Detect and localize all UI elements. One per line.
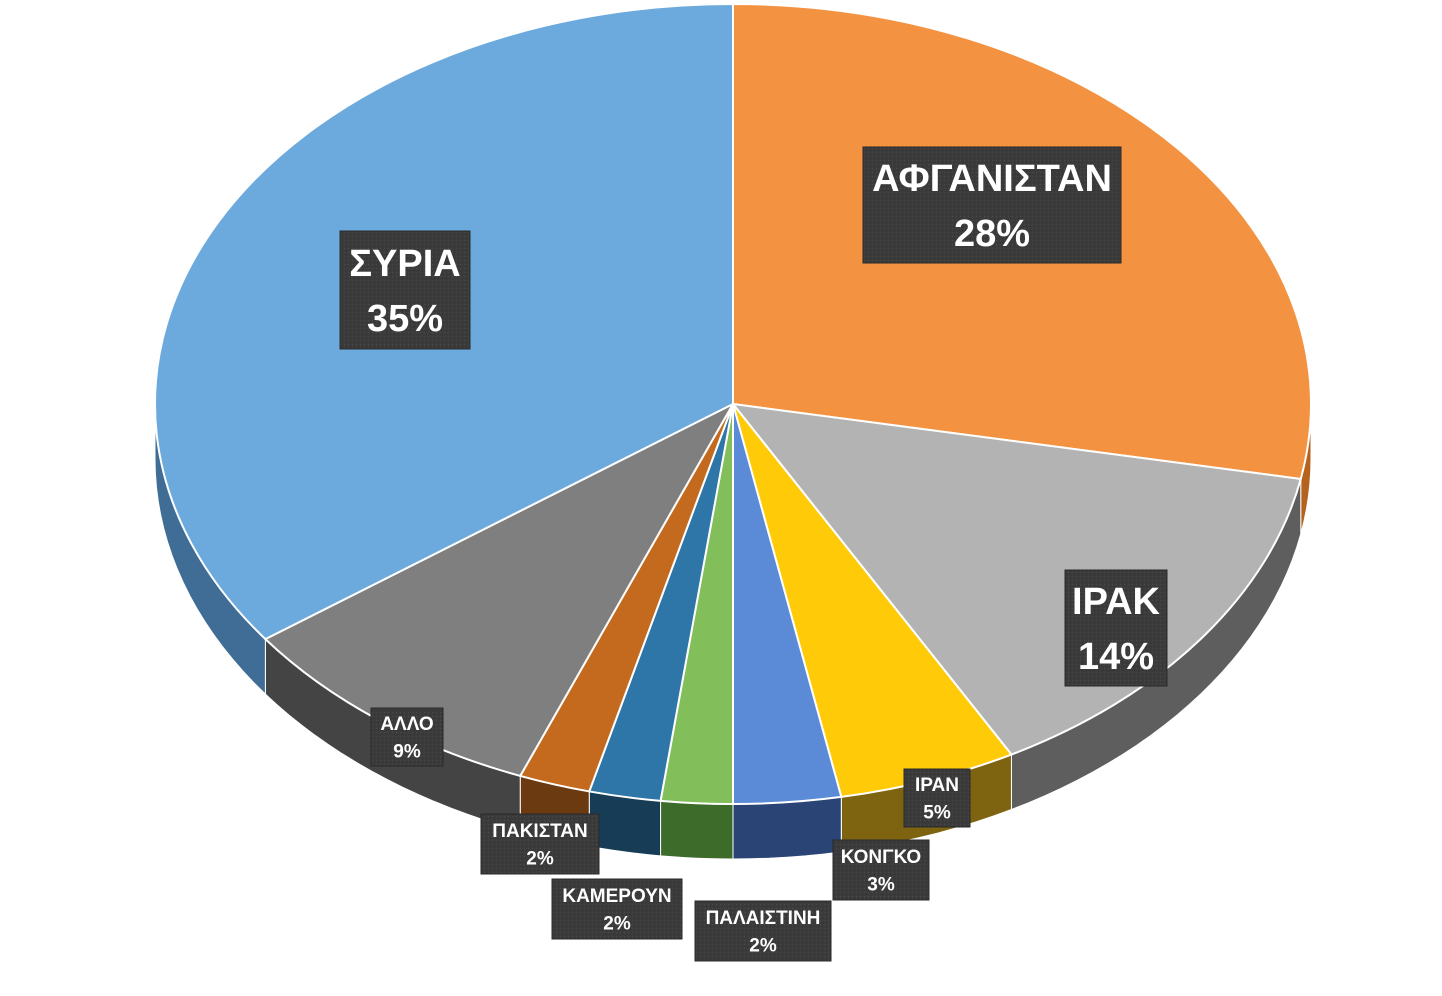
slice-name-label: ΑΦΓΑΝΙΣΤΑΝ [872, 158, 1112, 200]
slice-percent-label: 28% [954, 213, 1030, 255]
pie-slice-side-καμερουν [588, 790, 662, 857]
slice-name-label: ΠΑΚΙΣΤΑΝ [492, 821, 587, 842]
data-label-πακισταν: ΠΑΚΙΣΤΑΝ 2% [480, 813, 600, 875]
slice-name-label: ΠΑΛΑΙΣΤΙΝΗ [706, 908, 821, 929]
slice-percent-label: 2% [603, 914, 631, 935]
data-label-box [832, 839, 930, 901]
data-label-box [551, 878, 683, 940]
data-label-παλαιστινη: ΠΑΛΑΙΣΤΙΝΗ 2% [694, 900, 832, 962]
data-label-αλλο: ΑΛΛΟ 9% [370, 707, 444, 767]
data-label-box [862, 146, 1122, 264]
data-label-συρια: ΣΥΡΙΑ 35% [339, 230, 471, 350]
data-label-box [1064, 569, 1168, 687]
pie-slice-side-παλαιστινη [660, 800, 734, 860]
slice-percent-label: 35% [367, 298, 443, 340]
data-label-box [370, 707, 444, 767]
data-label-καμερουν: ΚΑΜΕΡΟΥΝ 2% [551, 878, 683, 940]
data-label-box [480, 813, 600, 875]
slice-name-label: ΙΡΑΝ [915, 775, 959, 796]
data-label-box [339, 230, 471, 350]
data-label-ιραν: ΙΡΑΝ 5% [903, 768, 971, 828]
slice-name-label: ΚΟΝΓΚΟ [841, 847, 921, 868]
slice-name-label: ΣΥΡΙΑ [349, 243, 461, 285]
slice-name-label: ΚΑΜΕΡΟΥΝ [562, 886, 671, 907]
slice-percent-label: 2% [749, 936, 777, 957]
data-label-ιρακ: ΙΡΑΚ 14% [1064, 569, 1168, 687]
slice-percent-label: 5% [923, 803, 951, 824]
pie-slice-side-κονγκο [732, 796, 842, 860]
slice-name-label: ΙΡΑΚ [1072, 581, 1161, 623]
data-label-κονγκο: ΚΟΝΓΚΟ 3% [832, 839, 930, 901]
slice-name-label: ΑΛΛΟ [380, 714, 433, 735]
slice-percent-label: 3% [867, 875, 895, 896]
slice-percent-label: 2% [526, 849, 554, 870]
slice-percent-label: 14% [1078, 636, 1154, 678]
data-labels: ΑΦΓΑΝΙΣΤΑΝ 28% ΙΡΑΚ 14% ΙΡΑΝ 5% ΚΟΝΓΚΟ 3% ΠΑΛΑΙΣ… [339, 146, 1168, 962]
data-label-αφγανισταν: ΑΦΓΑΝΙΣΤΑΝ 28% [862, 146, 1122, 264]
data-label-box [694, 900, 832, 962]
data-label-box [903, 768, 971, 828]
slice-tops [154, 3, 1312, 806]
slice-percent-label: 9% [393, 742, 421, 763]
